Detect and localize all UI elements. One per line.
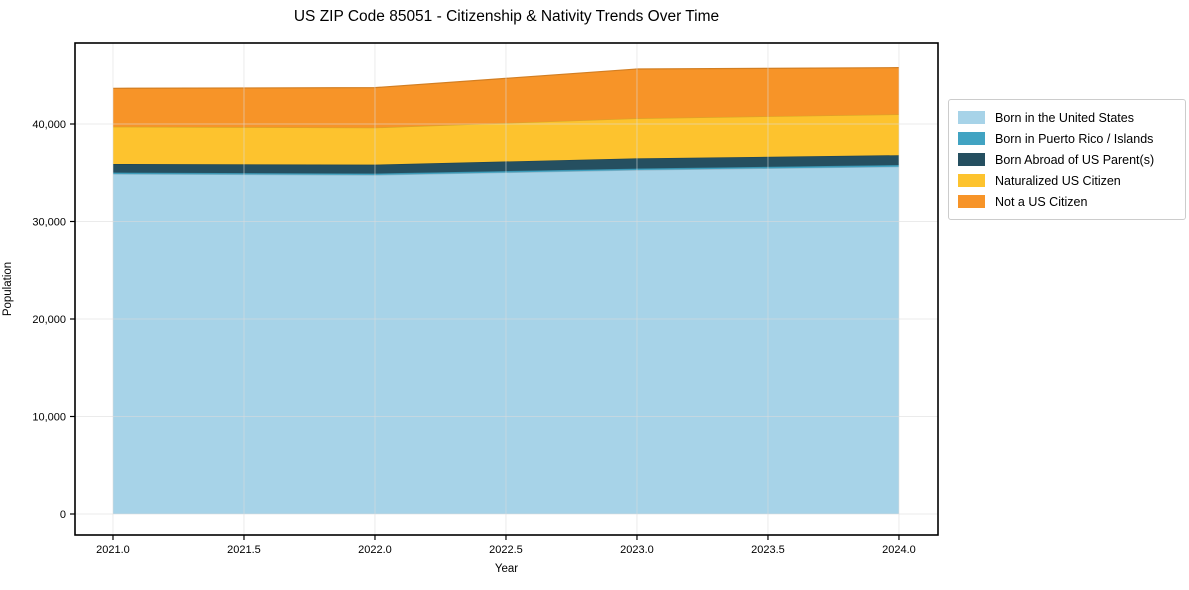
- legend: Born in the United States Born in Puerto…: [948, 99, 1186, 220]
- y-axis-label: Population: [2, 261, 14, 317]
- legend-swatch-naturalized: [958, 174, 985, 187]
- x-tick-label: 2024.0: [882, 544, 916, 556]
- y-tick-label: 40,000: [32, 119, 66, 131]
- legend-item-born-us: Born in the United States: [958, 107, 1176, 128]
- legend-label: Born in the United States: [995, 110, 1134, 125]
- x-tick-label: 2022.5: [489, 544, 523, 556]
- y-tick-label: 20,000: [32, 314, 66, 326]
- y-tick-label: 30,000: [32, 217, 66, 229]
- y-tick-label: 10,000: [32, 411, 66, 423]
- x-tick-label: 2021.5: [227, 544, 261, 556]
- legend-label: Born Abroad of US Parent(s): [995, 152, 1155, 167]
- legend-label: Naturalized US Citizen: [995, 173, 1121, 188]
- legend-item-born-abroad: Born Abroad of US Parent(s): [958, 149, 1176, 170]
- legend-swatch-not-citizen: [958, 195, 985, 208]
- x-tick-label: 2021.0: [96, 544, 130, 556]
- x-tick-label: 2023.5: [751, 544, 785, 556]
- area-series-1: [112, 165, 899, 175]
- x-axis-label: Year: [494, 563, 519, 575]
- legend-item-puerto-rico: Born in Puerto Rico / Islands: [958, 128, 1176, 149]
- legend-swatch-born-abroad: [958, 153, 985, 166]
- legend-item-naturalized: Naturalized US Citizen: [958, 170, 1176, 191]
- legend-label: Born in Puerto Rico / Islands: [995, 131, 1154, 146]
- x-tick-label: 2023.0: [620, 544, 654, 556]
- legend-swatch-puerto-rico: [958, 132, 985, 145]
- legend-swatch-born-us: [958, 111, 985, 124]
- chart-title: US ZIP Code 85051 - Citizenship & Nativi…: [293, 8, 720, 25]
- y-tick-label: 0: [60, 509, 66, 521]
- legend-label: Not a US Citizen: [995, 194, 1088, 209]
- x-tick-label: 2022.0: [358, 544, 392, 556]
- legend-item-not-citizen: Not a US Citizen: [958, 191, 1176, 212]
